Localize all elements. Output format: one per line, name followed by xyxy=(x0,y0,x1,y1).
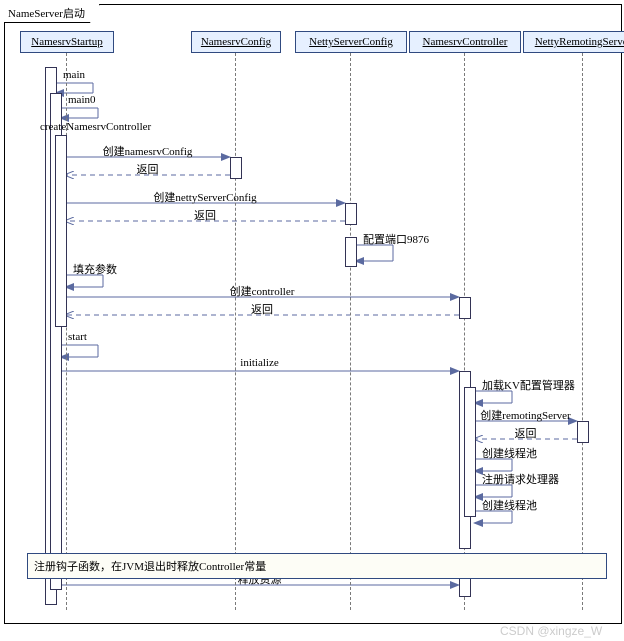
watermark: CSDN @xingze_W xyxy=(500,624,602,638)
participant-p5: NettyRemotingServer xyxy=(523,31,624,53)
message-label: start xyxy=(68,331,87,343)
lifeline xyxy=(350,53,351,610)
message-label: 返回 xyxy=(194,207,216,223)
message-label: main xyxy=(63,69,85,81)
message-label: createNamesrvController xyxy=(40,121,151,133)
message-label: 返回 xyxy=(251,301,273,317)
activation xyxy=(230,157,242,179)
lifeline xyxy=(582,53,583,610)
activation xyxy=(345,203,357,225)
message-label: initialize xyxy=(240,357,278,369)
frame-title: NameServer启动 xyxy=(4,4,100,23)
activation xyxy=(55,135,67,327)
activation xyxy=(459,297,471,319)
message-label: 创建remotingServer xyxy=(480,407,570,423)
message-label: 注册请求处理器 xyxy=(482,471,559,487)
message-label: 填充参数 xyxy=(73,261,117,277)
activation xyxy=(345,237,357,267)
message-label: 返回 xyxy=(137,161,159,177)
message-label: 加载KV配置管理器 xyxy=(482,377,575,393)
participant-p3: NettyServerConfig xyxy=(295,31,407,53)
activation xyxy=(577,421,589,443)
participant-p4: NamesrvController xyxy=(409,31,521,53)
activation xyxy=(464,387,476,517)
note: 注册钩子函数，在JVM退出时释放Controller常量 xyxy=(27,553,607,579)
message-label: 创建线程池 xyxy=(482,445,537,461)
arrows-layer xyxy=(5,5,621,623)
participant-p1: NamesrvStartup xyxy=(20,31,114,53)
message-label: 创建线程池 xyxy=(482,497,537,513)
message-label: 创建controller xyxy=(230,283,295,299)
message-label: main0 xyxy=(68,94,96,106)
participant-p2: NamesrvConfig xyxy=(191,31,281,53)
message-label: 返回 xyxy=(515,425,537,441)
message-label: 创建nettyServerConfig xyxy=(153,189,256,205)
message-label: 创建namesrvConfig xyxy=(103,143,193,159)
lifeline xyxy=(235,53,236,610)
sequence-frame: NameServer启动 NamesrvStartup NamesrvConfig… xyxy=(4,4,622,624)
message-label: 配置端口9876 xyxy=(363,231,429,247)
